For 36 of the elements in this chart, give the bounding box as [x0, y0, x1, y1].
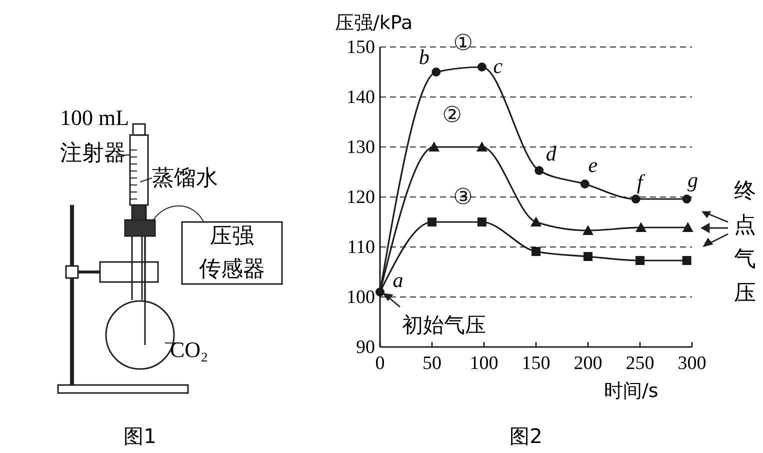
- annotation: a: [392, 268, 404, 292]
- x-tick-label: 50: [422, 353, 442, 374]
- annotation: d: [546, 142, 557, 166]
- y-tick-label: 90: [356, 337, 375, 358]
- x-tick-label: 300: [678, 353, 706, 374]
- series-label: ①: [453, 31, 474, 56]
- x-tick-label: 250: [626, 353, 654, 374]
- y-tick-label: 130: [346, 137, 375, 158]
- text: 图1: [124, 424, 156, 448]
- x-tick-label: 150: [522, 353, 550, 374]
- text: 压强: [210, 224, 254, 249]
- text: 图2: [510, 424, 542, 448]
- y-tick-label: 110: [347, 237, 375, 258]
- x-axis-title: 时间/s: [604, 380, 658, 402]
- annotation: g: [688, 168, 698, 192]
- series-label: ②: [442, 103, 462, 128]
- text: 注射器: [60, 141, 126, 166]
- annotation: c: [493, 54, 504, 78]
- annotation: 初始气压: [402, 313, 486, 337]
- y-tick-label: 100: [346, 287, 375, 308]
- annotation: f: [636, 170, 646, 194]
- x-tick-label: 200: [574, 353, 602, 374]
- text: 100 mL: [60, 105, 130, 130]
- annotation: e: [588, 153, 598, 177]
- text: CO₂: [170, 337, 208, 362]
- series-label: ③: [453, 185, 473, 210]
- annotation: b: [418, 45, 430, 69]
- y-axis-title: 压强/kPa: [335, 12, 413, 34]
- x-tick-label: 0: [375, 353, 385, 374]
- y-tick-label: 140: [346, 87, 375, 108]
- y-tick-label: 120: [346, 187, 375, 208]
- text: 蒸馏水: [152, 166, 218, 191]
- text: 终点气压: [734, 179, 756, 306]
- y-tick-label: 150: [346, 37, 375, 58]
- text: 传感器: [199, 257, 265, 282]
- x-tick-label: 100: [470, 353, 498, 374]
